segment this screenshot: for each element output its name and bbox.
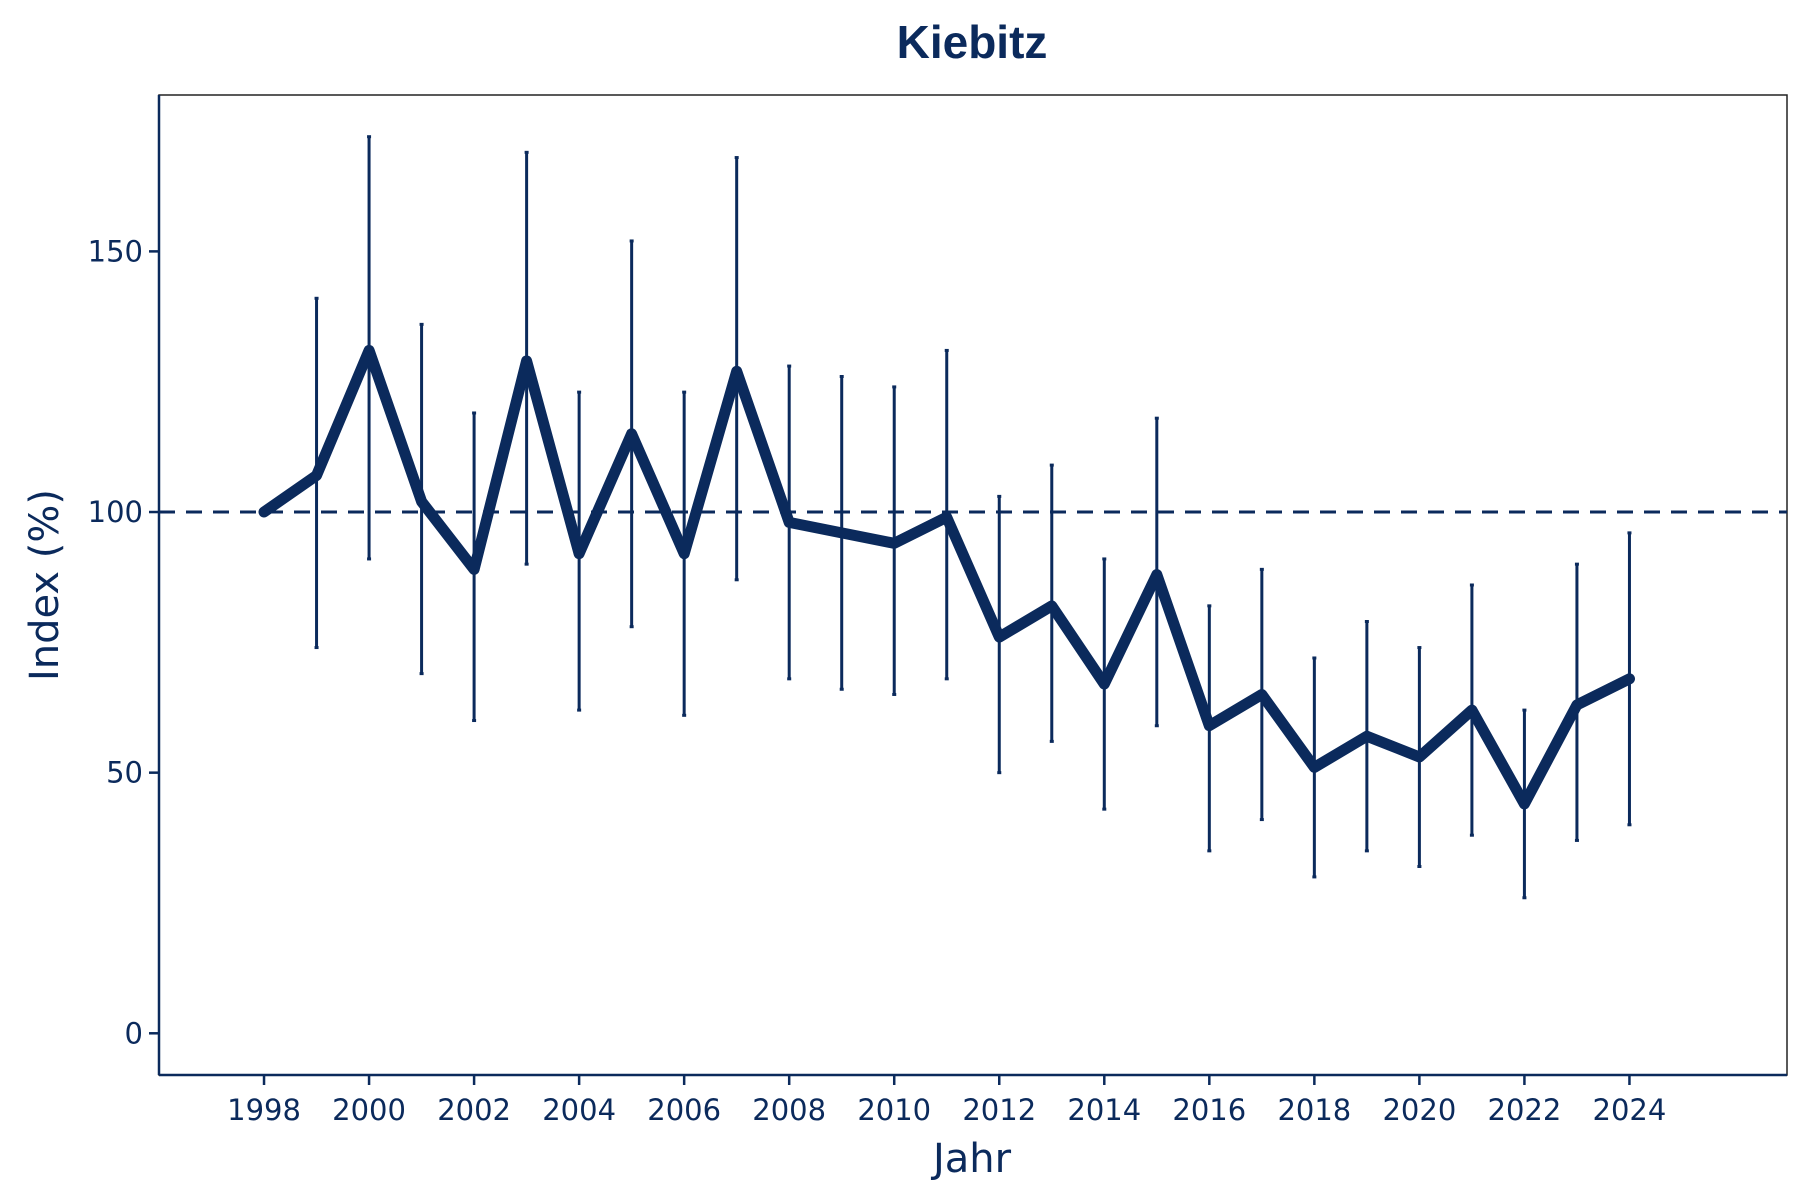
x-tick-label: 2010 xyxy=(857,1093,931,1127)
y-tick-label: 100 xyxy=(88,495,143,529)
chart-title: Kiebitz xyxy=(897,16,1048,68)
x-tick-label: 2006 xyxy=(647,1093,721,1127)
y-tick-label: 50 xyxy=(106,756,143,790)
error-bars xyxy=(314,135,1632,900)
x-tick-label: 2024 xyxy=(1593,1093,1667,1127)
y-axis-label: Index (%) xyxy=(22,489,68,681)
x-tick-label: 2008 xyxy=(752,1093,826,1127)
x-tick-label: 2002 xyxy=(437,1093,511,1127)
x-tick-label: 2012 xyxy=(962,1093,1036,1127)
x-tick-label: 2016 xyxy=(1172,1093,1246,1127)
y-tick-label: 150 xyxy=(88,234,143,268)
x-tick-label: 2004 xyxy=(542,1093,616,1127)
x-ticks: 1998 2000 2002 2004 2006 2008 2010 2012 2014 2016… xyxy=(227,1075,1666,1127)
x-axis-label: Jahr xyxy=(930,1136,1012,1182)
x-tick-label: 1998 xyxy=(227,1093,301,1127)
x-tick-label: 2018 xyxy=(1277,1093,1351,1127)
series-line xyxy=(258,344,1635,810)
y-tick-label: 0 xyxy=(125,1016,143,1050)
x-tick-label: 2000 xyxy=(332,1093,406,1127)
x-tick-label: 2020 xyxy=(1382,1093,1456,1127)
y-ticks: 0 50 100 150 xyxy=(88,234,159,1050)
x-tick-label: 2014 xyxy=(1067,1093,1141,1127)
x-tick-label: 2022 xyxy=(1488,1093,1562,1127)
